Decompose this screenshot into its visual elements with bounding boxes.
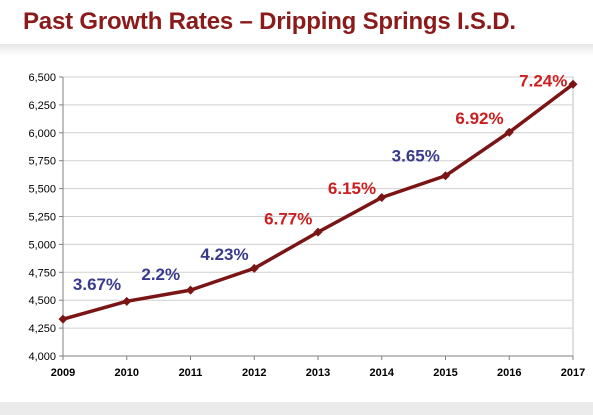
data-point xyxy=(186,285,195,295)
x-tick-label: 2013 xyxy=(306,367,330,379)
growth-rate-label: 6.77% xyxy=(264,209,312,228)
y-tick-label: 4,750 xyxy=(28,267,56,279)
data-point xyxy=(504,127,514,137)
y-tick-label: 6,500 xyxy=(28,72,56,84)
y-tick-label: 4,250 xyxy=(28,323,56,335)
y-tick-label: 5,000 xyxy=(28,239,56,251)
data-point xyxy=(58,314,68,324)
y-tick-label: 4,000 xyxy=(28,351,56,363)
title-divider xyxy=(0,44,593,56)
data-point xyxy=(441,171,450,181)
data-point xyxy=(122,296,132,306)
y-tick-label: 5,750 xyxy=(28,156,56,168)
data-point xyxy=(313,227,323,237)
x-tick-label: 2014 xyxy=(370,367,395,379)
data-point xyxy=(249,263,259,273)
x-tick-label: 2015 xyxy=(433,367,457,379)
y-tick-label: 5,500 xyxy=(28,184,56,196)
y-tick-label: 4,500 xyxy=(28,295,56,307)
growth-rate-label: 4.23% xyxy=(200,245,248,264)
bottom-band xyxy=(0,402,593,415)
y-tick-label: 5,250 xyxy=(28,212,56,224)
slide-title: Past Growth Rates – Dripping Springs I.S… xyxy=(23,8,516,35)
x-tick-label: 2016 xyxy=(497,367,521,379)
x-tick-label: 2010 xyxy=(115,367,139,379)
growth-rate-label: 6.92% xyxy=(455,109,503,128)
growth-rate-label: 3.65% xyxy=(392,146,440,165)
growth-rate-label: 3.67% xyxy=(73,275,121,294)
x-tick-label: 2011 xyxy=(179,367,203,379)
x-tick-label: 2012 xyxy=(242,367,266,379)
growth-rate-label: 6.15% xyxy=(328,179,376,198)
data-point xyxy=(377,193,387,203)
y-tick-label: 6,250 xyxy=(28,100,56,112)
data-point xyxy=(568,79,578,89)
y-tick-label: 6,000 xyxy=(28,128,56,140)
growth-rate-label: 7.24% xyxy=(519,71,567,90)
x-tick-label: 2009 xyxy=(51,367,75,379)
x-tick-label: 2017 xyxy=(561,367,585,379)
growth-rate-label: 2.2% xyxy=(141,265,180,284)
